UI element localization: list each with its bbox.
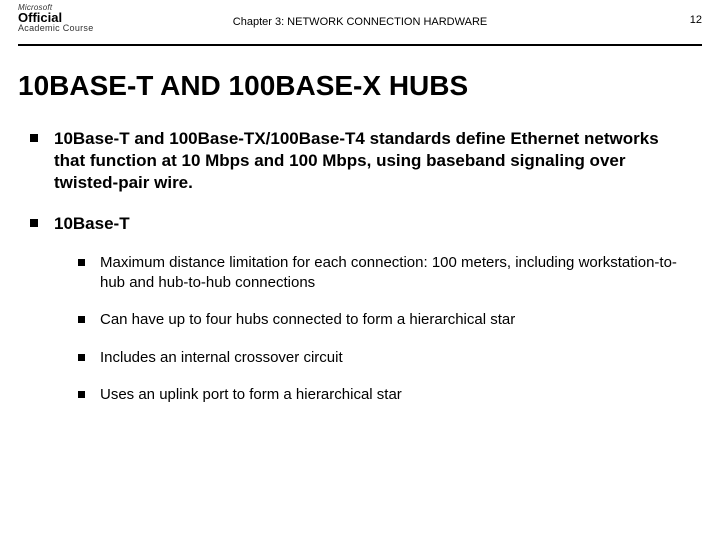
- slide-body: 10Base-T and 100Base-TX/100Base-T4 stand…: [0, 110, 720, 405]
- bullet-list-level1: 10Base-T and 100Base-TX/100Base-T4 stand…: [30, 128, 690, 405]
- slide-header: Microsoft Official Academic Course Chapt…: [0, 0, 720, 46]
- sub-bullet-item: Includes an internal crossover circuit: [78, 348, 690, 368]
- chapter-label: Chapter 3: NETWORK CONNECTION HARDWARE: [18, 6, 702, 28]
- sub-bullet-item: Uses an uplink port to form a hierarchic…: [78, 385, 690, 405]
- bullet-text: 10Base-T: [54, 214, 130, 233]
- header-rule: [18, 44, 702, 46]
- logo-line-3: Academic Course: [18, 24, 94, 33]
- sub-bullet-item: Can have up to four hubs connected to fo…: [78, 310, 690, 330]
- sub-bullet-text: Includes an internal crossover circuit: [100, 349, 343, 366]
- bullet-text: 10Base-T and 100Base-TX/100Base-T4 stand…: [54, 129, 659, 192]
- bullet-item: 10Base-T and 100Base-TX/100Base-T4 stand…: [30, 128, 690, 193]
- sub-bullet-text: Maximum distance limitation for each con…: [100, 254, 677, 291]
- slide-title: 10BASE-T AND 100BASE-X HUBS: [0, 46, 720, 110]
- bullet-item: 10Base-T Maximum distance limitation for…: [30, 213, 690, 404]
- bullet-list-level2: Maximum distance limitation for each con…: [54, 253, 690, 405]
- page-number: 12: [690, 14, 702, 26]
- sub-bullet-text: Uses an uplink port to form a hierarchic…: [100, 386, 402, 403]
- ms-logo: Microsoft Official Academic Course: [18, 4, 94, 33]
- sub-bullet-item: Maximum distance limitation for each con…: [78, 253, 690, 292]
- sub-bullet-text: Can have up to four hubs connected to fo…: [100, 311, 515, 328]
